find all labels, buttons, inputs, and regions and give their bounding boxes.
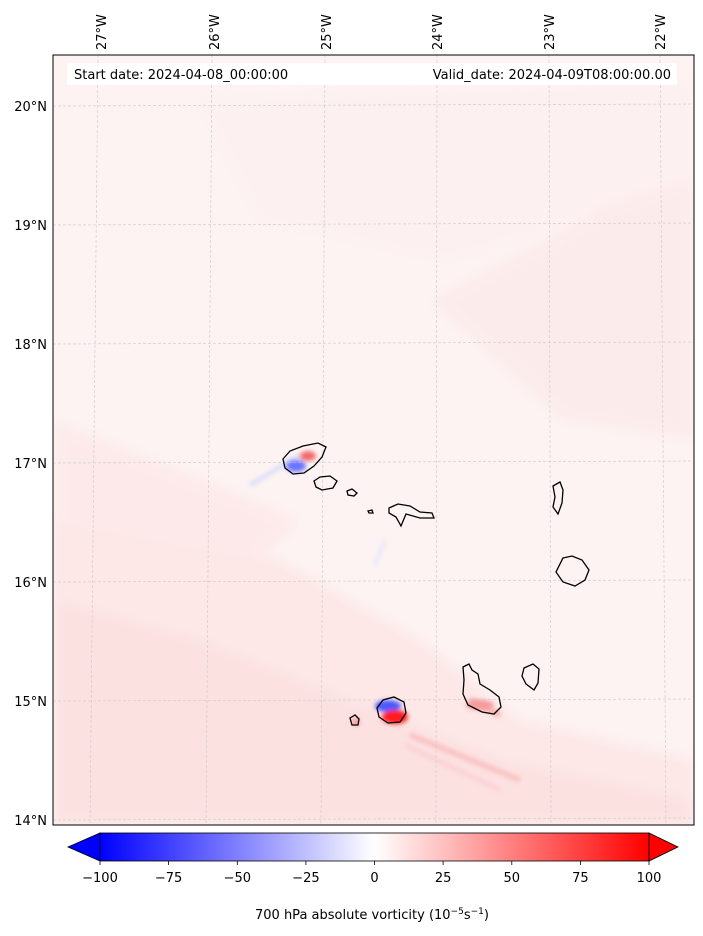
start-date-text: Start date: 2024-04-08_00:00:00 [74, 68, 288, 83]
island-boa-vista [555, 555, 590, 587]
colorbar: −100 −75 −50 −25 0 25 50 75 100 700 hPa … [67, 832, 679, 923]
header-box [67, 63, 677, 85]
lon-tick-22w: 22°W [654, 14, 669, 50]
vorticity-field [53, 55, 694, 825]
lat-tick-18n: 18°N [14, 338, 47, 353]
island-raso [367, 509, 374, 514]
colorbar-tick: 100 [637, 871, 662, 886]
colorbar-tick: −100 [82, 871, 118, 886]
island-santa-luzia [346, 488, 358, 497]
valid-date-text: Valid_date: 2024-04-09T08:00:00.00 [433, 68, 671, 83]
colorbar-tick: 0 [370, 871, 378, 886]
lon-tick-labels: 27°W 26°W 25°W 24°W 23°W 22°W [95, 14, 669, 50]
colorbar-tick: −25 [292, 871, 319, 886]
lat-tick-16n: 16°N [14, 576, 47, 591]
island-brava [349, 714, 360, 726]
lon-tick-24w: 24°W [431, 14, 446, 50]
colorbar-tick: 75 [572, 871, 589, 886]
lon-tick-25w: 25°W [320, 14, 335, 50]
gridlines [53, 55, 694, 825]
colorbar-high-extend [648, 832, 679, 862]
island-sal [552, 481, 564, 516]
lon-tick-26w: 26°W [208, 14, 223, 50]
island-santiago [462, 663, 502, 715]
colorbar-gradient [100, 833, 649, 861]
colorbar-tick: 25 [435, 871, 452, 886]
island-sao-vicente [313, 475, 338, 491]
island-fogo [376, 696, 407, 724]
island-maio [521, 663, 540, 691]
lat-tick-14n: 14°N [14, 814, 47, 829]
plot-frame [52, 54, 695, 826]
island-sao-nicolau [388, 503, 435, 528]
lat-tick-20n: 20°N [14, 100, 47, 115]
colorbar-low-extend [67, 832, 101, 862]
lon-tick-27w: 27°W [95, 14, 110, 50]
lat-tick-17n: 17°N [14, 457, 47, 472]
colorbar-tick: 50 [504, 871, 521, 886]
island-santo-antao [282, 442, 327, 475]
colorbar-tick: −50 [224, 871, 251, 886]
lat-tick-labels: 20°N 19°N 18°N 17°N 16°N 15°N 14°N [14, 100, 47, 829]
lat-tick-15n: 15°N [14, 695, 47, 710]
colorbar-title: 700 hPa absolute vorticity (10−5s−1) [255, 907, 489, 923]
island-coastlines [282, 442, 590, 726]
lat-tick-19n: 19°N [14, 219, 47, 234]
lon-tick-23w: 23°W [543, 14, 558, 50]
colorbar-tick: −75 [155, 871, 182, 886]
